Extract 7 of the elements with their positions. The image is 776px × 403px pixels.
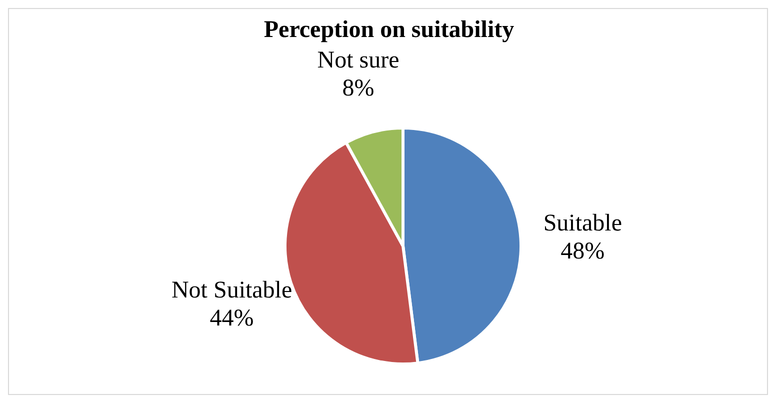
slice-label: Not sure — [317, 48, 400, 74]
slice-label: Not Suitable — [171, 278, 292, 304]
data-label: 8% — [342, 76, 374, 102]
chart-title: Perception on suitability — [262, 17, 516, 44]
data-label: 48% — [560, 238, 605, 265]
slice-label: Suitable — [543, 210, 622, 237]
data-label: 44% — [210, 306, 254, 332]
